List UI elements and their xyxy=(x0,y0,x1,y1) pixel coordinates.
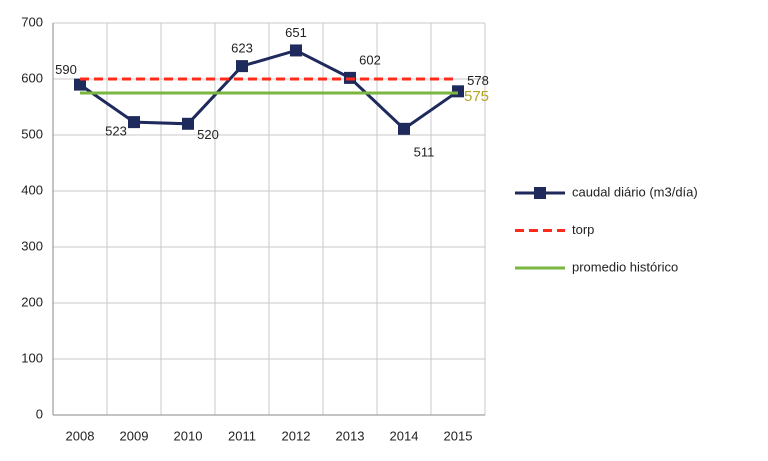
marker xyxy=(128,116,140,129)
marker xyxy=(74,78,86,91)
data-label: 651 xyxy=(285,25,307,40)
x-tick-label: 2011 xyxy=(228,428,256,443)
y-tick-label: 700 xyxy=(21,14,43,29)
legend-label: promedio histórico xyxy=(572,259,678,274)
marker xyxy=(452,85,464,98)
data-label: 590 xyxy=(55,62,77,77)
legend-marker xyxy=(534,187,546,199)
legend-label: caudal diário (m3/día) xyxy=(572,184,698,199)
y-tick-label: 600 xyxy=(21,70,43,85)
x-tick-label: 2014 xyxy=(390,428,419,443)
legend-label: torp xyxy=(572,222,594,237)
marker xyxy=(398,122,410,135)
marker xyxy=(290,44,302,57)
y-tick-label: 100 xyxy=(21,350,43,365)
data-label: 523 xyxy=(105,124,127,139)
y-tick-label: 300 xyxy=(21,238,43,253)
y-tick-label: 400 xyxy=(21,182,43,197)
end-label: 575 xyxy=(464,88,489,105)
marker xyxy=(182,117,194,130)
data-label: 511 xyxy=(414,144,435,159)
x-tick-label: 2015 xyxy=(444,428,473,443)
x-tick-label: 2010 xyxy=(174,428,203,443)
series-line xyxy=(79,48,459,131)
x-tick-label: 2009 xyxy=(120,428,149,443)
data-label: 578 xyxy=(467,73,489,88)
data-label: 602 xyxy=(359,52,381,67)
x-tick-label: 2013 xyxy=(336,428,365,443)
y-tick-label: 200 xyxy=(21,294,43,309)
y-tick-label: 500 xyxy=(21,126,43,141)
y-tick-label: 0 xyxy=(36,406,43,421)
data-label: 520 xyxy=(197,127,219,142)
x-tick-label: 2012 xyxy=(282,428,311,443)
marker xyxy=(236,60,248,73)
x-tick-label: 2008 xyxy=(66,428,95,443)
data-label: 623 xyxy=(231,41,253,56)
